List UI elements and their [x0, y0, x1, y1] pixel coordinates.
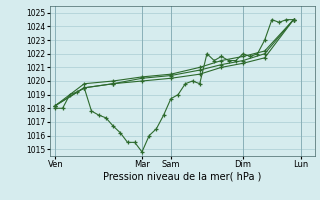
X-axis label: Pression niveau de la mer( hPa ): Pression niveau de la mer( hPa )	[103, 172, 261, 182]
